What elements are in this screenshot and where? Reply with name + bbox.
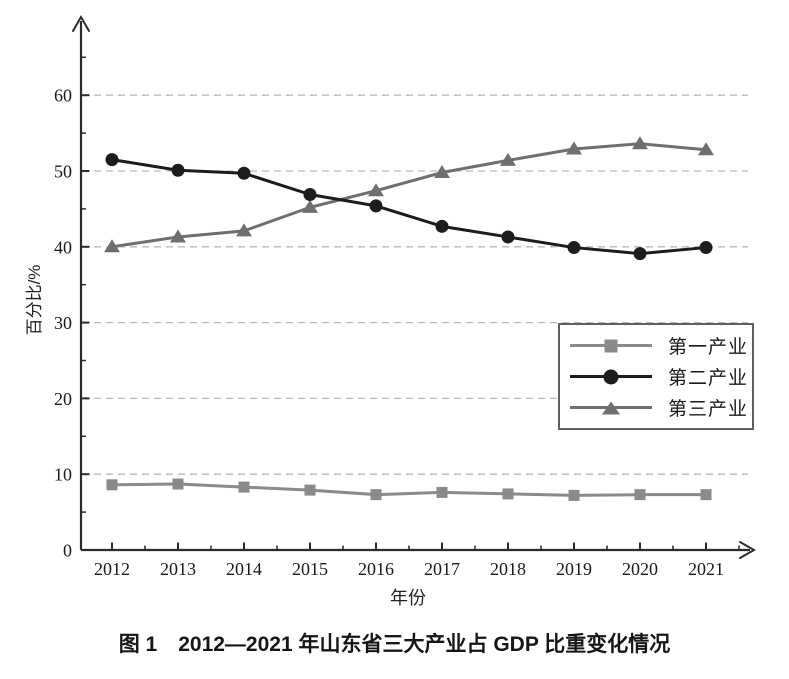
data-point-1-2012 (105, 153, 119, 167)
data-point-1-2015 (303, 187, 317, 201)
data-point-2-2013 (170, 229, 186, 243)
data-point-2-2012 (104, 239, 120, 253)
data-point-2-2021 (698, 142, 714, 156)
data-point-2-2017 (434, 165, 450, 179)
y-tick-label: 0 (63, 541, 72, 561)
x-axis-arrow-icon (739, 541, 757, 559)
series-line-1 (111, 158, 707, 256)
data-point-2-2015 (302, 199, 318, 213)
data-point-2-2020 (632, 136, 648, 150)
data-point-0-2021 (700, 489, 712, 501)
x-tick-label: 2021 (688, 559, 724, 579)
triangle-marker-icon (602, 401, 620, 414)
legend: 第一产业 第二产业 第三产业 (558, 323, 754, 430)
x-tick-label: 2016 (358, 559, 394, 579)
data-point-0-2014 (238, 481, 250, 493)
data-point-1-2016 (369, 199, 383, 213)
y-tick-label: 30 (54, 313, 72, 333)
x-tick-label: 2014 (226, 559, 262, 579)
data-point-2-2014 (236, 223, 252, 237)
data-point-2-2019 (566, 141, 582, 155)
circle-marker-icon (603, 369, 619, 384)
data-point-1-2014 (237, 166, 251, 180)
legend-label-tertiary: 第三产业 (668, 399, 749, 420)
data-point-1-2021 (699, 241, 713, 255)
x-axis-title: 年份 (390, 588, 426, 608)
x-tick-label: 2013 (160, 559, 196, 579)
y-tick-label: 50 (54, 162, 72, 182)
data-point-2-2016 (368, 183, 384, 197)
data-point-0-2017 (436, 486, 448, 498)
data-point-0-2020 (634, 489, 646, 501)
data-point-0-2019 (568, 489, 580, 501)
data-point-0-2012 (106, 479, 118, 491)
data-point-2-2018 (500, 152, 516, 166)
y-tick-label: 10 (54, 465, 72, 485)
data-point-1-2018 (501, 230, 515, 244)
y-tick-label: 60 (54, 86, 72, 106)
data-point-1-2019 (567, 241, 581, 255)
series-line-0 (111, 482, 706, 497)
x-tick-label: 2015 (292, 559, 328, 579)
y-tick-label: 20 (54, 389, 72, 409)
legend-label-primary: 第一产业 (668, 337, 749, 358)
data-point-0-2013 (172, 478, 184, 490)
legend-label-secondary: 第二产业 (668, 368, 749, 389)
data-point-1-2020 (633, 247, 647, 261)
data-point-0-2018 (502, 488, 514, 500)
figure-caption: 图 1 2012—2021 年山东省三大产业占 GDP 比重变化情况 (118, 633, 671, 656)
chart-canvas: 0 10 20 30 40 50 60 2012 2013 2014 2015 2016 2017 201… (54, 14, 757, 579)
legend-item-secondary: 第二产业 (560, 362, 752, 392)
y-tick-label: 40 (54, 237, 72, 257)
x-tick-label: 2017 (424, 559, 460, 579)
legend-line-primary (570, 339, 652, 352)
series-line-2 (111, 142, 707, 249)
y-axis-arrow-icon (72, 14, 90, 32)
legend-line-secondary (570, 369, 652, 384)
x-tick-label: 2012 (94, 559, 130, 579)
y-axis-title: 百分比/% (25, 264, 44, 336)
data-point-1-2013 (171, 163, 185, 177)
x-tick-label: 2020 (622, 559, 658, 579)
legend-item-tertiary: 第三产业 (560, 393, 752, 423)
x-tick-label: 2019 (556, 559, 592, 579)
legend-line-tertiary (570, 401, 652, 414)
x-tick-label: 2018 (490, 559, 526, 579)
legend-item-primary: 第一产业 (560, 331, 752, 361)
data-point-1-2017 (435, 219, 449, 233)
square-marker-icon (604, 339, 618, 352)
data-point-0-2016 (370, 489, 382, 501)
data-point-0-2015 (304, 484, 316, 496)
